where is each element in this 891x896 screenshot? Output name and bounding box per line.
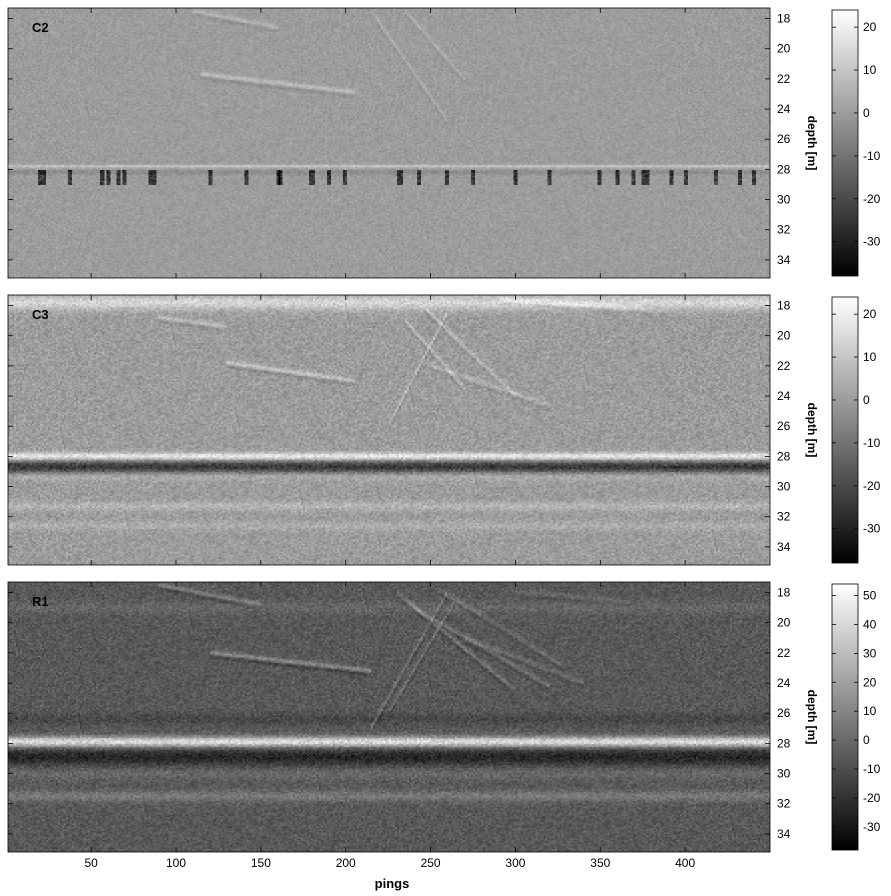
y-tick-label: 24 <box>777 389 791 403</box>
x-tick-label: 350 <box>590 856 610 870</box>
colorbar-tick-label: 0 <box>863 106 870 120</box>
colorbar-tick-label: 0 <box>863 733 870 747</box>
panel-label: C3 <box>32 307 49 322</box>
colorbar-tick-label: -20 <box>863 479 881 493</box>
y-tick-label: 30 <box>777 193 791 207</box>
y-tick-label: 22 <box>777 646 791 660</box>
colorbar-tick-label: 20 <box>863 20 877 34</box>
x-tick-label: 50 <box>84 856 98 870</box>
colorbar <box>831 296 859 564</box>
y-tick-label: 26 <box>777 419 791 433</box>
y-tick-label: 28 <box>777 736 791 750</box>
y-tick-label: 20 <box>777 329 791 343</box>
colorbar-tick-label: -30 <box>863 522 881 536</box>
colorbar-tick-label: -20 <box>863 192 881 206</box>
y-tick-label: 24 <box>777 102 791 116</box>
colorbar-tick-label: 20 <box>863 307 877 321</box>
colorbar <box>831 583 859 851</box>
colorbar-tick-label: 10 <box>863 704 877 718</box>
y-tick-label: 32 <box>777 510 791 524</box>
y-tick-label: 18 <box>777 12 791 26</box>
y-tick-label: 22 <box>777 359 791 373</box>
colorbar-tick-label: 0 <box>863 393 870 407</box>
colorbar-tick-label: -30 <box>863 235 881 249</box>
colorbar-tick-label: 40 <box>863 617 877 631</box>
x-tick-label: 400 <box>675 856 695 870</box>
y-tick-label: 28 <box>777 449 791 463</box>
y-tick-label: 26 <box>777 706 791 720</box>
panel-label: R1 <box>32 594 49 609</box>
y-tick-label: 34 <box>777 827 791 841</box>
panel-label: C2 <box>32 20 49 35</box>
y-tick-label: 30 <box>777 767 791 781</box>
colorbar-tick-label: 20 <box>863 675 877 689</box>
y-tick-label: 32 <box>777 797 791 811</box>
plot-frame <box>7 7 771 279</box>
x-tick-label: 300 <box>505 856 525 870</box>
x-tick-label: 150 <box>251 856 271 870</box>
echogram-panel-c3: C3 18 20 22 24 26 28 30 32 34 depth [m] 20 10 0 -10 -20… <box>7 294 881 566</box>
y-axis-label: depth [m] <box>805 403 819 458</box>
x-axis-label: pings <box>375 876 410 891</box>
colorbar-tick-label: 50 <box>863 589 877 603</box>
x-tick-label: 200 <box>336 856 356 870</box>
colorbar <box>831 9 859 277</box>
colorbar-tick-label: -10 <box>863 762 881 776</box>
y-tick-label: 34 <box>777 253 791 267</box>
plot-frame <box>7 581 771 853</box>
y-tick-label: 18 <box>777 299 791 313</box>
y-axis-label: depth [m] <box>805 116 819 171</box>
y-tick-label: 20 <box>777 616 791 630</box>
echogram-image <box>8 295 770 565</box>
echogram-image <box>8 582 770 852</box>
colorbar-tick-label: 10 <box>863 63 877 77</box>
colorbar-tick-label: -30 <box>863 820 881 834</box>
y-axis-label: depth [m] <box>805 690 819 745</box>
x-tick-label: 100 <box>166 856 186 870</box>
x-tick-label: 250 <box>421 856 441 870</box>
y-tick-label: 26 <box>777 132 791 146</box>
colorbar-tick-label: -10 <box>863 436 881 450</box>
y-tick-label: 34 <box>777 540 791 554</box>
y-tick-label: 32 <box>777 223 791 237</box>
y-tick-label: 30 <box>777 480 791 494</box>
y-tick-label: 18 <box>777 586 791 600</box>
colorbar-tick-label: -20 <box>863 791 881 805</box>
y-tick-label: 24 <box>777 676 791 690</box>
y-tick-label: 28 <box>777 162 791 176</box>
plot-frame <box>7 294 771 566</box>
y-tick-label: 20 <box>777 42 791 56</box>
echogram-panel-c2: C2 18 20 22 24 26 28 30 32 34 depth [m] 20 10 0 -10 -20… <box>7 7 881 279</box>
echogram-image <box>8 8 770 278</box>
colorbar-tick-label: 30 <box>863 646 877 660</box>
colorbar-tick-label: 10 <box>863 350 877 364</box>
colorbar-tick-label: -10 <box>863 149 881 163</box>
y-tick-label: 22 <box>777 72 791 86</box>
